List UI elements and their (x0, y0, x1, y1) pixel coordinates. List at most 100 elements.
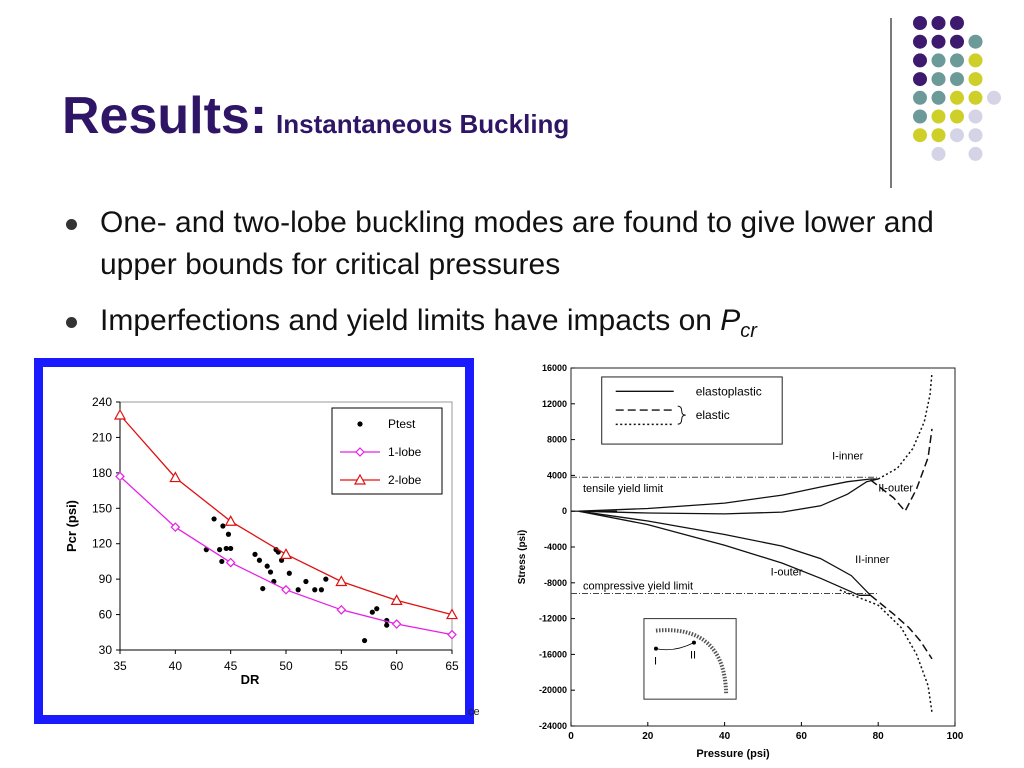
series-2-lobe (113, 408, 459, 620)
decor-dot (931, 90, 946, 105)
pcr-subscript: cr (740, 320, 757, 342)
inset-point (691, 640, 696, 645)
decor-dot (913, 90, 927, 105)
curve-elastic-upper (870, 428, 933, 513)
decor-dot (950, 128, 964, 143)
legend-label: elastoplastic (696, 384, 762, 398)
data-point (217, 547, 223, 553)
y-tick-label: -8000 (544, 578, 567, 588)
y-tick-label: 30 (99, 643, 113, 657)
legend-brace (677, 405, 686, 425)
inset-link (655, 642, 695, 651)
y-tick-label: -12000 (539, 614, 567, 624)
decor-dot (950, 53, 964, 68)
legend-label: Ptest (388, 417, 416, 431)
y-tick-label: 90 (99, 572, 113, 586)
y-tick-label: 12000 (542, 399, 567, 409)
x-tick-label: 80 (873, 731, 885, 742)
data-point (264, 563, 270, 569)
legend-label: elastic (696, 408, 730, 422)
decor-dot (968, 34, 983, 49)
legend-label: 2-lobe (388, 473, 422, 487)
bullet-text: Imperfections and yield limits have impa… (100, 300, 970, 352)
y-tick-label: 210 (92, 430, 112, 444)
decor-dot (968, 146, 983, 161)
data-point (384, 622, 390, 628)
data-point (369, 609, 375, 615)
y-tick-label: -4000 (544, 542, 567, 552)
decor-dot (931, 72, 946, 87)
pcr-symbol: P (720, 304, 741, 337)
curve-I-outer (578, 510, 860, 596)
bullet-text-main: Imperfections and yield limits have impa… (100, 304, 721, 337)
legend-marker (353, 473, 367, 485)
decor-dot (913, 53, 927, 68)
x-tick-label: 60 (796, 731, 808, 742)
y-tick-label: -16000 (539, 649, 567, 659)
decor-dot (950, 16, 964, 30)
decor-dot (968, 72, 983, 87)
x-axis-label: Pressure (psi) (696, 748, 770, 760)
decor-dot (931, 16, 946, 30)
data-point (303, 578, 309, 585)
stress-pressure-chart: 16000 12000 8000 4000 0 -4000 -8000 -12000 -1600… (517, 363, 964, 760)
data-marker (115, 471, 125, 482)
series-1-lobe (115, 471, 457, 640)
decor-dot (931, 109, 946, 124)
data-point (286, 570, 292, 576)
data-point (225, 531, 232, 537)
data-marker (170, 522, 181, 533)
data-point (374, 606, 380, 612)
curve-annotation: II-outer (878, 483, 913, 495)
x-tick-label: 100 (947, 731, 964, 742)
series-Ptest (203, 516, 390, 644)
data-point (211, 516, 217, 522)
y-tick-label: 150 (92, 501, 112, 515)
data-point (361, 637, 368, 644)
data-point (228, 545, 234, 552)
x-tick-label: 60 (390, 659, 404, 673)
decor-dot (931, 34, 946, 49)
data-marker (335, 575, 348, 587)
y-tick-label: 8000 (547, 435, 567, 445)
curve-annotation: I-outer (771, 567, 803, 579)
x-tick-label: 45 (224, 659, 238, 673)
legend-marker (355, 447, 365, 457)
y-axis-label: Stress (psi) (517, 530, 528, 584)
data-point (223, 545, 229, 552)
decor-dot (968, 128, 983, 143)
x-axis-label: DR (241, 672, 260, 687)
decor-dot (987, 90, 1001, 105)
x-tick-label: 40 (719, 731, 731, 742)
curve-I-inner (578, 478, 879, 512)
decor-dot (931, 146, 946, 161)
data-point (278, 557, 285, 563)
decorative-dot-grid (913, 16, 1001, 161)
decor-dot (968, 53, 983, 68)
data-point (260, 585, 266, 592)
data-marker (113, 408, 127, 420)
curve-annotation: II-inner (855, 554, 890, 566)
x-tick-label: 35 (113, 659, 127, 673)
slide-title-sub: Instantaneous Buckling (276, 109, 570, 139)
x-tick-label: 0 (568, 731, 574, 742)
data-marker (224, 515, 237, 526)
x-tick-label: 65 (445, 659, 459, 673)
decor-dot (931, 53, 946, 68)
legend-marker (357, 421, 363, 427)
title-divider-line (890, 18, 892, 188)
y-tick-label: 16000 (542, 363, 567, 373)
y-tick-label: 0 (562, 506, 567, 516)
y-axis-label: Pcr (psi) (64, 500, 79, 552)
yield-limit-label: compressive yield limit (583, 581, 693, 593)
data-marker (279, 548, 293, 559)
bullet-dot-icon (66, 317, 77, 328)
slide-title-main: Results: (62, 87, 268, 145)
x-tick-label: 40 (169, 659, 183, 673)
decor-dot (913, 34, 927, 49)
x-tick-label: 50 (279, 659, 293, 673)
decor-dot (913, 128, 927, 143)
data-marker (391, 619, 402, 629)
data-point (220, 523, 226, 529)
legend-box (331, 407, 443, 495)
